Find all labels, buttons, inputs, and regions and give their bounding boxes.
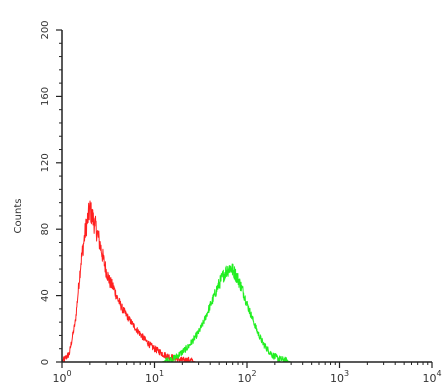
x-tick-label: 100 (52, 369, 71, 385)
y-axis-title: Counts (13, 199, 24, 234)
series-line-1 (61, 200, 206, 363)
y-tick-label: 200 (40, 20, 51, 39)
y-tick-label: 160 (40, 87, 51, 106)
x-tick-label: 102 (237, 369, 256, 385)
y-tick-label: 40 (40, 289, 51, 302)
y-tick-label: 0 (40, 359, 51, 365)
x-tick-label: 101 (145, 369, 164, 385)
series-line-2 (161, 263, 298, 363)
x-tick-label: 104 (422, 369, 441, 385)
y-tick-label: 80 (40, 223, 51, 236)
series-layer (61, 200, 298, 363)
y-tick-label: 120 (40, 153, 51, 172)
x-tick-label: 103 (330, 369, 349, 385)
ticks-layer: 0 40 80 120 160 200 100 101 102 103 104 (40, 20, 442, 385)
